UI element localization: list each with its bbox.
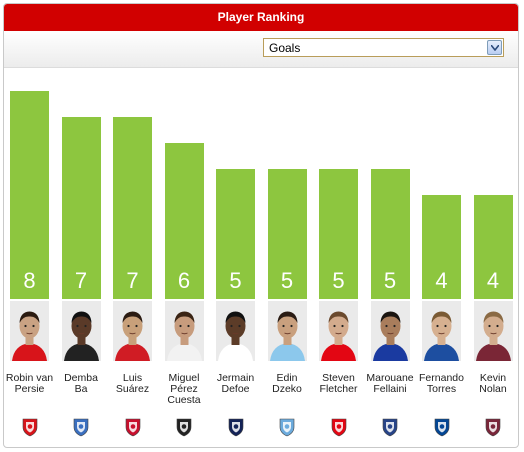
bar-value-label: 5 — [229, 268, 242, 293]
player-name: Kevin Nolan — [465, 372, 518, 395]
player-name-line: Suárez — [115, 383, 150, 395]
tottenham-hotspur-crest-icon[interactable] — [226, 417, 246, 437]
player-name-line: Kevin — [479, 372, 507, 384]
widget-title: Player Ranking — [217, 10, 305, 24]
bar[interactable]: 4 — [473, 195, 513, 299]
bar-value-label: 4 — [435, 268, 448, 293]
player-name-line: Fletcher — [319, 383, 358, 395]
player-name-line: Miguel — [168, 372, 200, 384]
player-name-line: Persie — [14, 383, 45, 395]
player-name: Demba Ba — [53, 373, 109, 395]
stat-select-value: Goals — [269, 41, 301, 55]
manchester-city-crest-icon[interactable] — [277, 417, 297, 437]
bar[interactable]: 8 — [10, 91, 49, 299]
chevron-down-icon[interactable] — [487, 40, 502, 55]
player-name: Edin Dzeko — [259, 373, 315, 395]
player-photo[interactable] — [113, 301, 152, 361]
stat-select[interactable]: Goals — [263, 38, 504, 57]
player-photo[interactable] — [61, 301, 101, 361]
player-name: Luis Suárez — [105, 373, 161, 395]
player-photo[interactable] — [164, 301, 204, 361]
newcastle-united-crest-icon[interactable] — [71, 417, 91, 437]
player-name: Marouane Fellaini — [362, 373, 418, 395]
bar[interactable]: 5 — [216, 169, 255, 299]
player-name-line: Fellaini — [373, 383, 407, 395]
player-name-line: Torres — [426, 383, 457, 395]
swansea-city-crest-icon[interactable] — [174, 417, 194, 437]
player-photo[interactable] — [473, 301, 513, 361]
goals-bar-chart: 8 Robin van Persie 7 Demba Ba 7 Luis Suárez 6 Migu… — [4, 68, 518, 447]
player-name-line: Fernando — [419, 372, 464, 384]
toolbar: Goals — [4, 31, 518, 68]
liverpool-crest-icon[interactable] — [123, 417, 143, 437]
bar[interactable]: 6 — [164, 143, 204, 299]
bar-value-label: 5 — [383, 268, 397, 293]
bar-value-label: 7 — [74, 268, 88, 293]
player-photo[interactable] — [370, 301, 410, 361]
bar-value-label: 8 — [23, 268, 36, 293]
everton-crest-icon[interactable] — [380, 417, 400, 437]
chelsea-crest-icon[interactable] — [432, 417, 452, 437]
player-name-line: Ba — [74, 383, 88, 395]
player-name-line: Cuesta — [167, 394, 201, 406]
player-photo[interactable] — [267, 301, 307, 361]
bar-value-label: 7 — [126, 268, 139, 293]
player-name-line: Pérez — [170, 383, 198, 395]
bar[interactable]: 5 — [370, 169, 410, 299]
bar[interactable]: 7 — [113, 117, 152, 299]
bar-value-label: 5 — [280, 268, 294, 293]
player-name-line: Demba — [64, 372, 98, 384]
player-name-line: Robin van — [5, 372, 54, 384]
player-name: Steven Fletcher — [311, 373, 367, 395]
player-photo[interactable] — [216, 301, 255, 361]
player-name-line: Dzeko — [272, 383, 302, 395]
player-photo[interactable] — [422, 301, 461, 361]
player-name-line: Luis — [122, 372, 143, 384]
player-name-line: Steven — [322, 372, 355, 384]
widget-header: Player Ranking — [4, 4, 518, 31]
player-name-line: Edin — [276, 372, 298, 384]
player-photo[interactable] — [319, 301, 358, 361]
player-name-line: Jermain — [216, 372, 255, 384]
player-name-line: Marouane — [366, 372, 414, 384]
bar-value-label: 6 — [177, 268, 191, 293]
bar[interactable]: 7 — [61, 117, 101, 299]
player-name: Miguel Pérez Cuesta — [156, 373, 212, 406]
sunderland-crest-icon[interactable] — [329, 417, 349, 437]
west-ham-crest-icon[interactable] — [483, 417, 503, 437]
bar-value-label: 5 — [332, 268, 345, 293]
manchester-united-crest-icon[interactable] — [20, 417, 40, 437]
player-name: Robin van Persie — [4, 372, 58, 395]
player-name: Fernando Torres — [414, 373, 470, 395]
player-name-line: Nolan — [479, 383, 507, 395]
bar[interactable]: 5 — [319, 169, 358, 299]
player-photo[interactable] — [10, 301, 49, 361]
bar[interactable]: 4 — [422, 195, 461, 299]
player-name: Jermain Defoe — [208, 373, 264, 395]
bar[interactable]: 5 — [267, 169, 307, 299]
player-ranking-widget: Player Ranking Goals 8 Robin van Persie 7 De… — [3, 3, 519, 448]
bar-value-label: 4 — [486, 268, 500, 293]
player-name-line: Defoe — [221, 383, 250, 395]
